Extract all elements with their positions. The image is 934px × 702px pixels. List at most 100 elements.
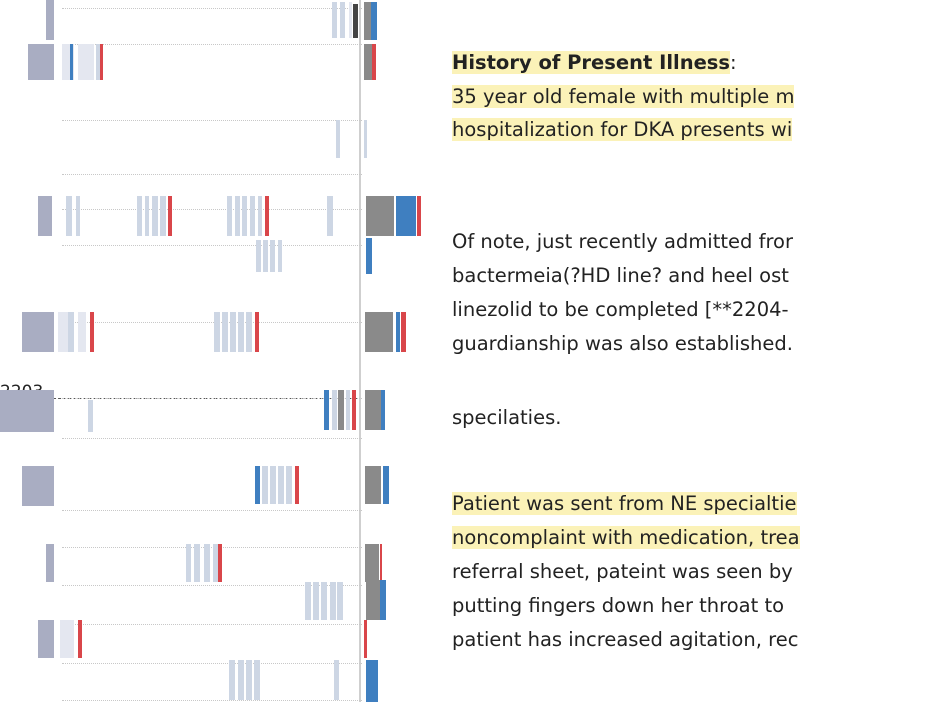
event-mark[interactable] (137, 196, 142, 236)
event-mark[interactable] (381, 390, 385, 430)
event-mark[interactable] (88, 400, 93, 432)
note-line: noncomplaint with medication, trea (452, 526, 800, 549)
event-mark[interactable] (96, 44, 101, 80)
event-mark[interactable] (330, 582, 336, 620)
summary-bar[interactable] (28, 44, 54, 80)
event-mark[interactable] (305, 582, 311, 620)
event-mark[interactable] (352, 390, 356, 430)
event-mark[interactable] (213, 544, 218, 582)
event-mark[interactable] (246, 312, 252, 352)
event-mark[interactable] (332, 390, 337, 430)
event-mark[interactable] (396, 196, 416, 236)
event-mark[interactable] (78, 312, 86, 352)
summary-bar[interactable] (38, 620, 54, 658)
event-mark[interactable] (263, 240, 268, 272)
event-mark[interactable] (255, 312, 259, 352)
event-mark[interactable] (66, 196, 72, 236)
event-mark[interactable] (58, 312, 68, 352)
event-mark[interactable] (76, 196, 80, 236)
event-mark[interactable] (278, 240, 282, 272)
event-mark[interactable] (270, 466, 276, 504)
summary-bar[interactable] (46, 0, 54, 40)
event-mark[interactable] (270, 240, 275, 272)
event-mark[interactable] (229, 660, 235, 700)
event-mark[interactable] (383, 466, 389, 504)
event-mark[interactable] (204, 544, 210, 582)
event-mark[interactable] (365, 390, 381, 430)
event-mark[interactable] (364, 620, 367, 658)
event-mark[interactable] (340, 2, 345, 38)
event-mark[interactable] (371, 2, 377, 40)
event-mark[interactable] (246, 660, 252, 700)
event-mark[interactable] (242, 196, 247, 236)
event-mark[interactable] (60, 620, 74, 658)
summary-bar[interactable] (22, 466, 54, 506)
event-mark[interactable] (230, 312, 236, 352)
event-mark[interactable] (186, 544, 191, 582)
event-mark[interactable] (168, 196, 172, 236)
event-mark[interactable] (250, 196, 255, 236)
summary-bar[interactable] (0, 390, 54, 432)
event-mark[interactable] (152, 196, 158, 236)
event-mark[interactable] (78, 620, 82, 658)
event-mark[interactable] (321, 582, 327, 620)
event-mark[interactable] (380, 544, 382, 582)
event-mark[interactable] (366, 660, 378, 702)
event-mark[interactable] (145, 196, 149, 236)
event-mark[interactable] (366, 238, 372, 274)
event-mark[interactable] (238, 312, 244, 352)
note-line: 35 year old female with multiple m (452, 85, 795, 108)
event-mark[interactable] (214, 312, 220, 352)
event-mark[interactable] (90, 312, 94, 352)
event-mark[interactable] (254, 660, 260, 700)
event-mark[interactable] (338, 390, 344, 430)
event-mark[interactable] (313, 582, 319, 620)
event-mark[interactable] (295, 466, 299, 504)
event-mark[interactable] (396, 312, 400, 352)
event-mark[interactable] (353, 4, 358, 38)
summary-bar[interactable] (22, 312, 54, 352)
event-mark[interactable] (332, 2, 337, 38)
event-mark[interactable] (235, 196, 240, 236)
event-mark[interactable] (365, 312, 393, 352)
summary-bar[interactable] (38, 196, 52, 236)
event-mark[interactable] (364, 120, 367, 158)
event-mark[interactable] (380, 580, 386, 620)
event-mark[interactable] (364, 2, 371, 40)
event-mark[interactable] (327, 196, 333, 236)
event-mark[interactable] (278, 466, 284, 504)
event-mark[interactable] (78, 44, 94, 80)
event-mark[interactable] (238, 660, 244, 700)
event-mark[interactable] (286, 466, 292, 504)
event-mark[interactable] (366, 196, 394, 236)
event-mark[interactable] (337, 582, 343, 620)
event-mark[interactable] (401, 312, 406, 352)
event-mark[interactable] (70, 44, 73, 80)
event-mark[interactable] (349, 2, 352, 38)
event-mark[interactable] (324, 390, 329, 430)
event-mark[interactable] (100, 44, 103, 80)
event-mark[interactable] (256, 240, 261, 272)
event-mark[interactable] (255, 466, 260, 504)
event-mark[interactable] (366, 580, 380, 620)
note-line: guardianship was also established. (452, 332, 793, 355)
note-line: Of note, just recently admitted fror (452, 230, 793, 253)
event-mark[interactable] (160, 196, 166, 236)
event-mark[interactable] (262, 466, 268, 504)
event-mark[interactable] (365, 544, 379, 582)
event-mark[interactable] (372, 44, 376, 80)
event-mark[interactable] (334, 660, 339, 700)
event-mark[interactable] (227, 196, 232, 236)
event-mark[interactable] (417, 196, 421, 236)
event-mark[interactable] (194, 544, 200, 582)
event-mark[interactable] (365, 466, 381, 504)
event-mark[interactable] (218, 544, 222, 582)
event-mark[interactable] (258, 196, 262, 236)
summary-bar[interactable] (46, 544, 54, 582)
event-mark[interactable] (68, 312, 74, 352)
event-mark[interactable] (346, 390, 350, 430)
event-mark[interactable] (265, 196, 269, 236)
event-mark[interactable] (222, 312, 228, 352)
event-mark[interactable] (336, 120, 340, 158)
event-mark[interactable] (364, 44, 372, 80)
